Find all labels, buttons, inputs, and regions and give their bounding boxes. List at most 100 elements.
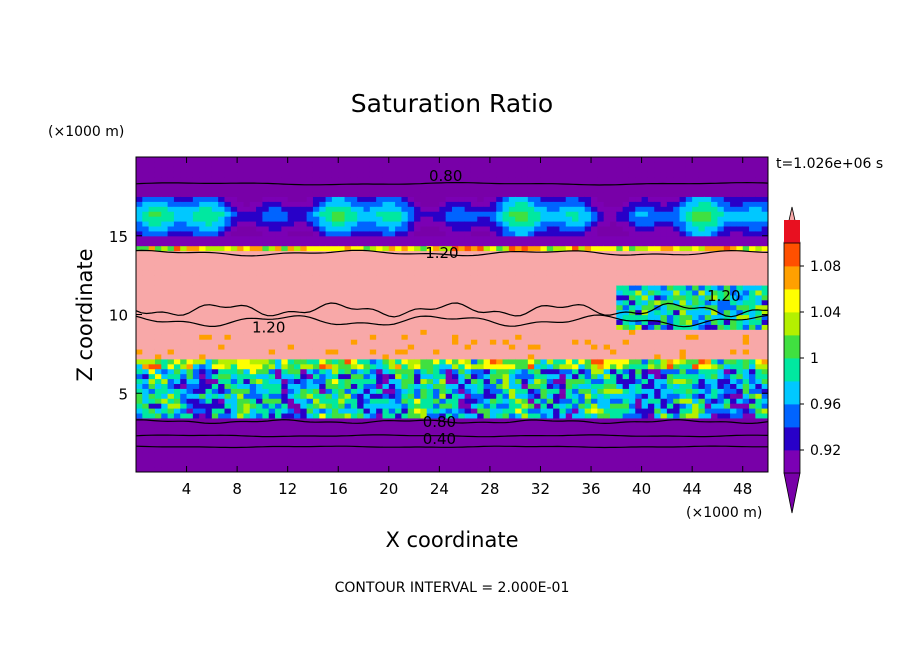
field-cell xyxy=(572,309,579,316)
plot-area: 0.801.201.201.200.800.40 xyxy=(136,157,768,472)
field-cell xyxy=(445,230,453,237)
field-cell xyxy=(534,201,542,207)
field-cell xyxy=(148,161,156,168)
field-cell xyxy=(142,171,150,178)
field-cell xyxy=(136,412,143,419)
field-cell xyxy=(508,265,516,271)
field-cell xyxy=(224,191,232,197)
field-cell xyxy=(464,427,472,434)
field-cell xyxy=(357,284,365,291)
field-cell xyxy=(382,447,390,453)
field-cell xyxy=(357,334,365,340)
field-cell xyxy=(584,348,592,355)
field-cell xyxy=(603,255,611,261)
field-cell xyxy=(186,373,194,380)
field-cell xyxy=(565,240,573,247)
field-cell xyxy=(433,408,440,414)
field-cell xyxy=(218,373,226,380)
field-cell xyxy=(610,309,617,316)
field-cell xyxy=(502,225,510,232)
field-cell xyxy=(237,422,245,429)
field-cell xyxy=(338,304,346,311)
field-cell xyxy=(325,161,333,168)
field-cell xyxy=(458,363,466,370)
field-cell xyxy=(199,265,207,271)
field-cell xyxy=(319,235,327,242)
field-cell xyxy=(154,225,162,232)
field-cell xyxy=(363,348,371,355)
field-cell xyxy=(470,457,478,463)
field-cell xyxy=(344,230,352,237)
field-cell xyxy=(363,368,371,375)
field-cell xyxy=(622,260,630,266)
field-cell xyxy=(616,422,624,429)
field-cell xyxy=(382,393,390,399)
field-cell xyxy=(154,220,162,227)
field-cell xyxy=(136,437,143,444)
field-cell xyxy=(496,348,504,355)
field-cell xyxy=(414,393,421,399)
field-cell xyxy=(603,157,611,163)
field-cell xyxy=(458,275,466,281)
field-cell xyxy=(154,206,162,212)
field-cell xyxy=(180,427,188,434)
field-cell xyxy=(584,275,592,281)
field-cell xyxy=(578,314,586,321)
field-cell xyxy=(521,314,529,321)
field-cell xyxy=(483,161,491,168)
field-cell xyxy=(610,358,617,365)
field-cell xyxy=(357,339,365,345)
field-cell xyxy=(167,348,175,355)
field-cell xyxy=(218,191,226,197)
field-cell xyxy=(401,412,409,419)
field-cell xyxy=(287,398,295,404)
field-cell xyxy=(338,378,346,384)
field-cell xyxy=(376,378,384,384)
field-cell xyxy=(527,216,535,222)
field-cell xyxy=(470,230,478,237)
field-cell xyxy=(363,412,371,419)
field-cell xyxy=(199,280,207,286)
field-cell xyxy=(584,206,592,212)
field-cell xyxy=(395,368,403,375)
field-cell xyxy=(148,353,156,360)
field-cell xyxy=(407,363,415,370)
field-cell xyxy=(578,284,586,291)
field-cell xyxy=(357,447,365,453)
field-cell xyxy=(180,373,188,380)
field-cell xyxy=(237,255,245,261)
field-cell xyxy=(249,250,257,257)
field-cell xyxy=(243,161,251,168)
field-cell xyxy=(527,309,535,316)
field-cell xyxy=(357,309,365,316)
field-cell xyxy=(268,176,276,183)
field-cell xyxy=(591,324,598,330)
field-cell xyxy=(489,457,497,463)
field-cell xyxy=(249,432,257,439)
field-cell xyxy=(199,412,207,419)
field-cell xyxy=(496,339,504,345)
field-cell xyxy=(508,230,516,237)
field-cell xyxy=(161,388,169,394)
field-cell xyxy=(546,378,554,384)
field-cell xyxy=(407,171,415,178)
field-cell xyxy=(205,462,213,468)
field-cell xyxy=(199,344,207,350)
field-cell xyxy=(325,191,333,197)
field-cell xyxy=(382,270,390,276)
field-cell xyxy=(211,442,219,448)
field-cell xyxy=(142,398,150,404)
field-cell xyxy=(515,408,523,414)
field-cell xyxy=(357,191,365,197)
field-cell xyxy=(382,196,390,202)
field-cell xyxy=(483,275,491,281)
field-cell xyxy=(230,388,238,394)
field-cell xyxy=(521,398,529,404)
field-cell xyxy=(262,353,270,360)
field-cell xyxy=(167,166,175,173)
field-cell xyxy=(142,225,150,232)
field-cell xyxy=(502,373,510,380)
field-cell xyxy=(407,196,415,202)
field-cell xyxy=(401,467,409,472)
field-cell xyxy=(154,166,162,173)
